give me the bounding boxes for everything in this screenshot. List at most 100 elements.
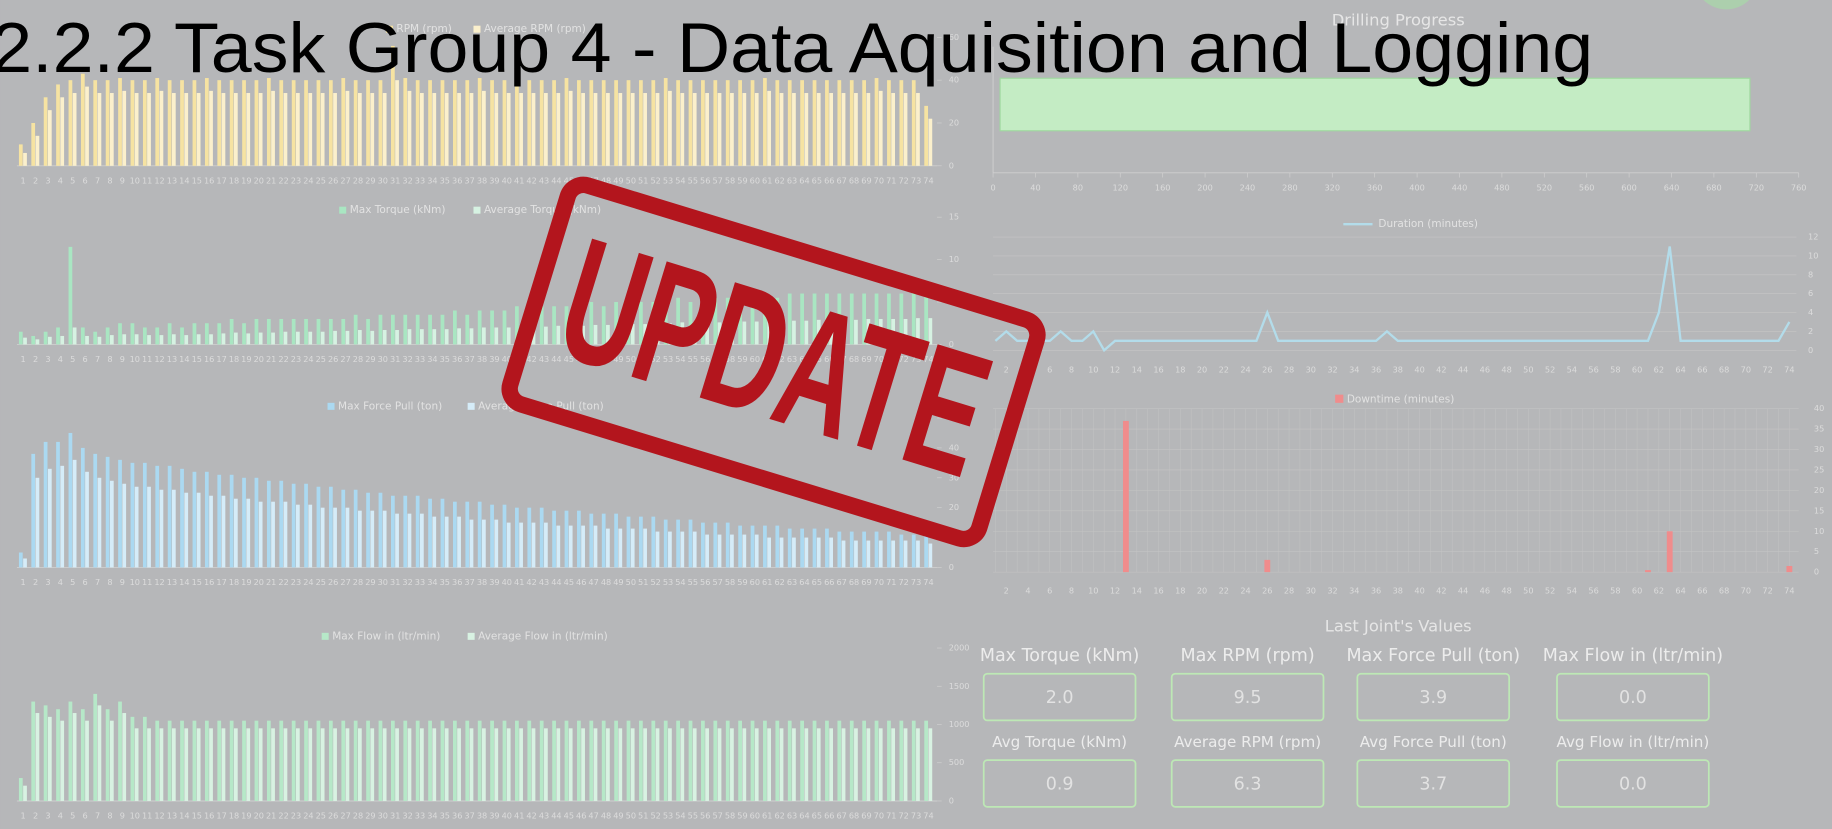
x-tick-label: 43 <box>539 175 549 185</box>
bar <box>627 721 631 801</box>
bar <box>19 778 23 801</box>
x-tick-label: 48 <box>601 811 611 821</box>
bar <box>329 721 333 801</box>
bar <box>366 80 370 166</box>
bar <box>875 721 879 801</box>
bar <box>470 520 474 568</box>
field-value: 3.7 <box>1419 775 1447 795</box>
bar <box>180 469 184 568</box>
bar <box>478 721 482 801</box>
bar <box>490 505 494 568</box>
y-tick-label: 12 <box>1808 232 1818 242</box>
bar <box>813 529 817 568</box>
bar <box>73 93 77 166</box>
bar <box>453 311 457 345</box>
bar <box>544 523 548 568</box>
bar <box>614 514 618 568</box>
bar <box>193 472 197 568</box>
bar <box>532 728 536 801</box>
bar <box>862 721 866 801</box>
x-tick-label: 67 <box>836 577 846 587</box>
x-tick-label: 61 <box>762 175 772 185</box>
y-tick-label: 2 <box>1808 326 1813 336</box>
bar <box>482 728 486 801</box>
bar <box>383 93 387 166</box>
bar <box>292 319 296 344</box>
bar <box>643 529 647 568</box>
bar <box>887 80 891 166</box>
bar <box>85 87 89 166</box>
x-tick-label: 56 <box>700 175 710 185</box>
x-tick-label: 43 <box>539 577 549 587</box>
y-tick-label: 2000 <box>949 643 970 653</box>
bar <box>284 728 288 801</box>
x-tick-label: 20 <box>254 811 264 821</box>
x-tick-label: 9 <box>120 811 125 821</box>
bar <box>172 490 176 568</box>
x-tick-label: 54 <box>675 811 685 821</box>
x-tick-label: 46 <box>576 811 586 821</box>
bar <box>879 91 883 166</box>
bar <box>106 709 110 801</box>
bar <box>875 532 879 568</box>
x-tick-label: 30 <box>378 354 388 364</box>
x-tick-label: 62 <box>1654 585 1664 595</box>
bar <box>470 328 474 344</box>
bar <box>482 520 486 568</box>
x-tick-label: 35 <box>440 577 450 587</box>
x-tick-label: 42 <box>526 175 536 185</box>
x-tick-label: 66 <box>824 577 834 587</box>
x-tick-label: 27 <box>340 175 350 185</box>
bar <box>341 319 345 344</box>
bar <box>713 80 717 166</box>
bar <box>800 80 804 166</box>
bar <box>242 721 246 801</box>
bar <box>751 526 755 568</box>
bar <box>106 457 110 568</box>
bar <box>358 511 362 568</box>
bar <box>110 481 114 568</box>
bar <box>862 80 866 166</box>
bar <box>358 728 362 801</box>
bar <box>503 505 507 568</box>
bar <box>98 93 102 166</box>
x-tick-label: 64 <box>799 175 809 185</box>
bar <box>358 93 362 166</box>
bar <box>643 93 647 166</box>
bar <box>457 93 461 166</box>
bar <box>552 80 556 166</box>
x-tick-label: 240 <box>1240 182 1256 192</box>
x-tick-label: 67 <box>836 175 846 185</box>
x-tick-label: 9 <box>120 354 125 364</box>
bar <box>565 721 569 801</box>
x-tick-label: 32 <box>1327 585 1337 595</box>
x-tick-label: 65 <box>812 811 822 821</box>
bar <box>395 728 399 801</box>
y-tick-label: 1500 <box>949 681 970 691</box>
bar <box>465 721 469 801</box>
x-tick-label: 2 <box>33 811 38 821</box>
bar <box>792 728 796 801</box>
x-tick-label: 8 <box>107 577 112 587</box>
bar <box>354 315 358 345</box>
x-tick-label: 21 <box>266 354 276 364</box>
bar <box>928 728 932 801</box>
x-tick-label: 52 <box>1545 365 1555 375</box>
field-label: Avg Torque (kNm) <box>992 733 1127 751</box>
bar <box>854 93 858 166</box>
x-tick-label: 20 <box>254 577 264 587</box>
x-tick-label: 3 <box>45 577 50 587</box>
bar <box>403 78 407 166</box>
x-tick-label: 37 <box>464 811 474 821</box>
bar <box>135 728 139 801</box>
bar <box>246 728 250 801</box>
bar <box>507 523 511 568</box>
bar <box>742 535 746 568</box>
x-tick-label: 67 <box>836 811 846 821</box>
bar <box>122 484 126 568</box>
x-tick-label: 8 <box>1069 585 1074 595</box>
bar <box>813 721 817 801</box>
x-tick-label: 59 <box>737 811 747 821</box>
x-tick-label: 40 <box>1414 365 1424 375</box>
bar <box>631 93 635 166</box>
